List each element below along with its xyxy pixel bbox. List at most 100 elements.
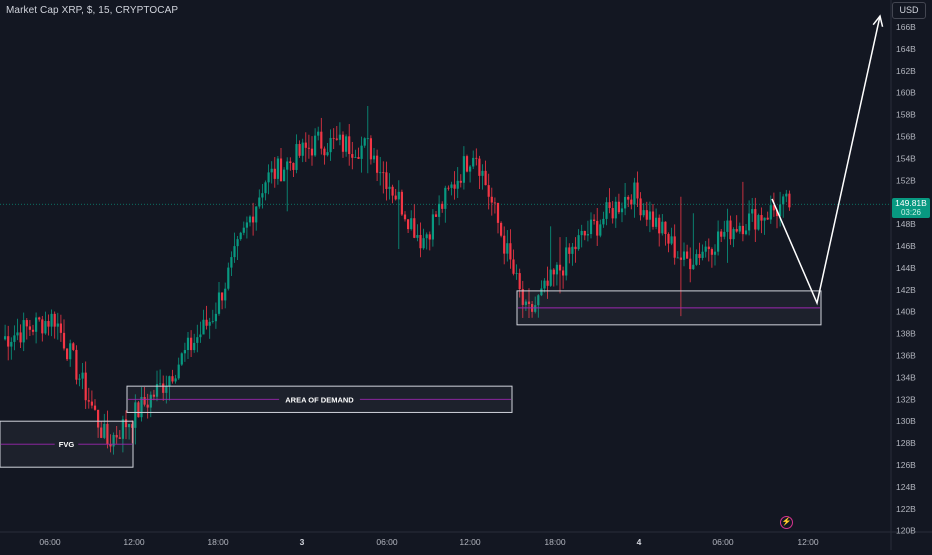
candle <box>720 228 723 243</box>
price-tick-label: 120B <box>896 526 916 536</box>
candle-body <box>183 350 186 354</box>
time-tick-label: 12:00 <box>797 537 819 547</box>
candle <box>233 232 236 263</box>
candle-body <box>366 138 369 140</box>
price-tick-label: 130B <box>896 416 916 426</box>
candle <box>617 193 620 215</box>
candle <box>599 219 602 238</box>
candle-body <box>624 196 627 209</box>
candle <box>134 394 137 445</box>
candle-body <box>620 208 624 213</box>
candle-body <box>568 247 571 254</box>
candle-body <box>599 224 602 236</box>
candle-body <box>695 254 698 265</box>
candle <box>450 181 453 196</box>
price-tick-label: 164B <box>896 44 916 54</box>
candle <box>310 136 314 166</box>
candle-body <box>363 138 366 146</box>
candle <box>624 182 627 216</box>
candle <box>701 244 704 261</box>
candle <box>304 132 307 162</box>
candle-body <box>66 348 69 360</box>
candle <box>326 142 329 157</box>
candle-body <box>655 217 658 227</box>
candle-body <box>391 186 394 196</box>
candle-body <box>93 405 97 410</box>
candle <box>255 206 258 231</box>
candle <box>521 280 524 318</box>
candle <box>248 215 252 227</box>
candle-body <box>323 148 326 156</box>
candle <box>168 375 171 401</box>
candle <box>475 148 478 166</box>
candle <box>524 299 527 312</box>
candle <box>41 315 44 342</box>
candle <box>738 222 741 234</box>
candle <box>314 128 317 157</box>
candle <box>258 189 261 209</box>
candle-body <box>118 437 121 439</box>
candle-body <box>713 251 717 255</box>
candle <box>78 374 81 387</box>
candle-body <box>512 259 515 274</box>
candle-body <box>472 157 475 167</box>
candle <box>413 204 416 239</box>
candle-body <box>186 337 190 351</box>
candle-body <box>720 231 723 237</box>
candle-body <box>707 246 710 250</box>
candle-body <box>38 317 41 320</box>
price-tick-label: 138B <box>896 329 916 339</box>
candle-body <box>227 267 230 289</box>
candle <box>568 243 571 264</box>
candle <box>664 221 667 246</box>
candle-body <box>779 204 782 217</box>
tradingview-logo-icon[interactable]: ⚡ <box>780 516 793 529</box>
candle <box>47 314 50 336</box>
candle <box>162 375 165 401</box>
currency-button[interactable]: USD <box>892 2 926 19</box>
candle <box>345 134 348 157</box>
candle-body <box>193 342 196 351</box>
candle-body <box>121 419 124 439</box>
candle <box>490 187 493 216</box>
candle-body <box>205 319 208 326</box>
candle <box>115 425 118 444</box>
candle <box>419 222 422 258</box>
candle-body <box>13 335 16 342</box>
candle <box>379 156 382 186</box>
candle-body <box>22 320 25 343</box>
candle-body <box>78 378 81 380</box>
candle <box>527 288 531 318</box>
candle <box>199 321 202 343</box>
candle-body <box>710 249 713 255</box>
candle <box>329 129 332 161</box>
candle <box>431 209 434 247</box>
last-price-value: 149.81B <box>895 198 927 208</box>
candle-body <box>571 246 574 254</box>
candle <box>462 146 465 190</box>
candle-body <box>354 156 357 158</box>
candle <box>565 237 568 281</box>
candle <box>159 369 162 388</box>
price-tick-label: 154B <box>896 153 916 163</box>
projection-group <box>771 14 884 306</box>
candle-body <box>310 148 314 156</box>
candle-body <box>360 145 363 159</box>
candle-body <box>676 257 679 259</box>
demand-zone-2 <box>516 290 822 326</box>
candle <box>28 319 31 337</box>
candle-body <box>196 337 199 343</box>
candle <box>540 280 543 297</box>
candle <box>785 189 788 203</box>
candle-body <box>4 336 7 340</box>
candle <box>208 317 211 339</box>
candle <box>577 229 580 251</box>
candle <box>100 421 103 439</box>
candle <box>214 302 217 329</box>
candle-body <box>549 269 552 286</box>
candle-body <box>106 423 109 445</box>
candle <box>469 164 472 183</box>
